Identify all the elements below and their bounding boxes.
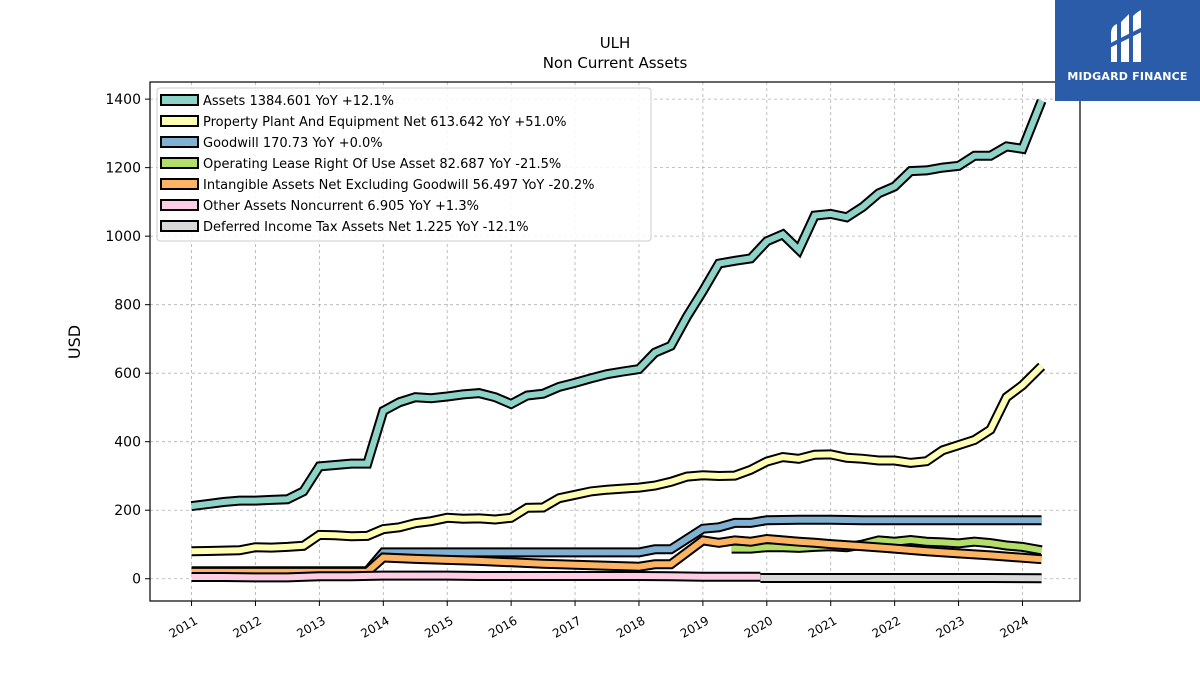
- x-tick-label: 2019: [678, 613, 711, 640]
- x-tick-label: 2011: [167, 613, 200, 640]
- y-tick-label: 1000: [105, 229, 141, 245]
- y-tick-label: 0: [132, 572, 141, 588]
- legend-swatch: [161, 158, 198, 168]
- legend-swatch: [161, 179, 198, 189]
- x-tick-label: 2017: [550, 613, 583, 640]
- x-tick-label: 2021: [806, 613, 839, 640]
- legend-swatch: [161, 200, 198, 210]
- legend-entry: Operating Lease Right Of Use Asset 82.68…: [203, 157, 561, 172]
- chart-canvas: ULH Non Current Assets 0 200 400 600 800 1000…: [0, 0, 1200, 675]
- x-tick-label: 2024: [998, 613, 1031, 640]
- x-tick-label: 2020: [742, 613, 775, 640]
- y-tick-label: 600: [114, 366, 141, 382]
- legend-entry: Goodwill 170.73 YoY +0.0%: [203, 136, 383, 151]
- y-tick-label: 400: [114, 435, 141, 451]
- legend-swatch: [161, 137, 198, 147]
- legend-entry: Property Plant And Equipment Net 613.642…: [203, 115, 567, 130]
- x-tick-label: 2018: [614, 613, 647, 640]
- y-tick-label: 1400: [105, 92, 141, 108]
- brand-name: MIDGARD FINANCE: [1055, 70, 1200, 83]
- x-tick-label: 2016: [486, 613, 519, 640]
- y-axis-label: USD: [65, 325, 84, 359]
- series-line-5: [192, 576, 761, 578]
- legend-entry: Intangible Assets Net Excluding Goodwill…: [203, 178, 594, 193]
- y-tick-label: 1200: [105, 161, 141, 177]
- chart-title: ULH: [600, 34, 631, 52]
- legend-swatch: [161, 221, 198, 231]
- x-tick-label: 2023: [934, 613, 967, 640]
- brand-logo: MIDGARD FINANCE: [1055, 0, 1200, 101]
- legend-swatch: [161, 95, 198, 105]
- x-tick-label: 2015: [422, 613, 455, 640]
- y-tick-label: 800: [114, 298, 141, 314]
- legend-entry: Assets 1384.601 YoY +12.1%: [203, 94, 394, 109]
- legend-swatch: [161, 116, 198, 126]
- brand-mark-icon: [1055, 0, 1200, 70]
- legend: Assets 1384.601 YoY +12.1% Property Plant…: [157, 88, 651, 241]
- legend-entry: Deferred Income Tax Assets Net 1.225 YoY…: [203, 220, 529, 235]
- chart-subtitle: Non Current Assets: [543, 54, 688, 72]
- x-tick-label: 2012: [231, 613, 264, 640]
- x-tick-label: 2013: [294, 613, 327, 640]
- x-tick-label: 2022: [870, 613, 903, 640]
- y-tick-label: 200: [114, 503, 141, 519]
- legend-entry: Other Assets Noncurrent 6.905 YoY +1.3%: [203, 199, 479, 214]
- x-tick-label: 2014: [358, 613, 391, 640]
